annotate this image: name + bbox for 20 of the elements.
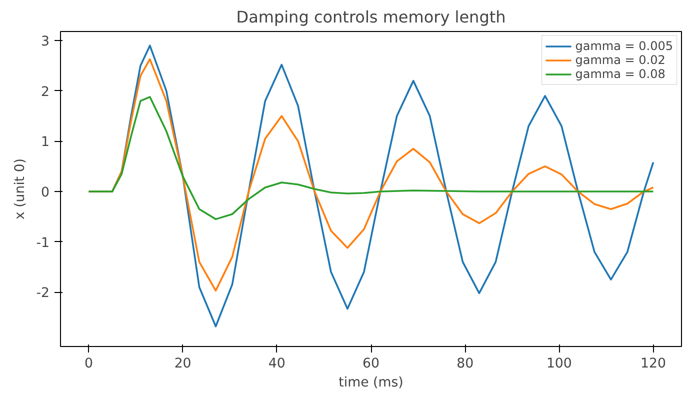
y-tick-label: -1 [36,236,50,251]
x-tick-label: 60 [362,356,380,372]
x-tick-label: 20 [174,356,192,372]
legend-label: gamma = 0.005 [575,39,673,53]
line-series [88,96,654,220]
x-tick-label: 0 [84,356,93,372]
legend-label: gamma = 0.08 [575,67,666,81]
y-tick-label: 2 [41,84,50,100]
y-axis-title: x (unit 0) [13,158,28,220]
x-axis-title: time (ms) [338,376,404,390]
y-tick-label: -2 [36,286,50,302]
chart-title: Damping controls memory length [236,8,506,26]
y-tick-label: 1 [41,135,50,150]
y-tick-label: 0 [41,186,50,201]
x-tick-label: 120 [640,356,666,372]
legend-label: gamma = 0.02 [575,53,666,67]
x-tick-label: 100 [546,356,572,372]
x-tick-label: 80 [456,356,474,372]
x-tick-label: 40 [268,356,286,372]
y-tick-label: 3 [41,34,50,50]
